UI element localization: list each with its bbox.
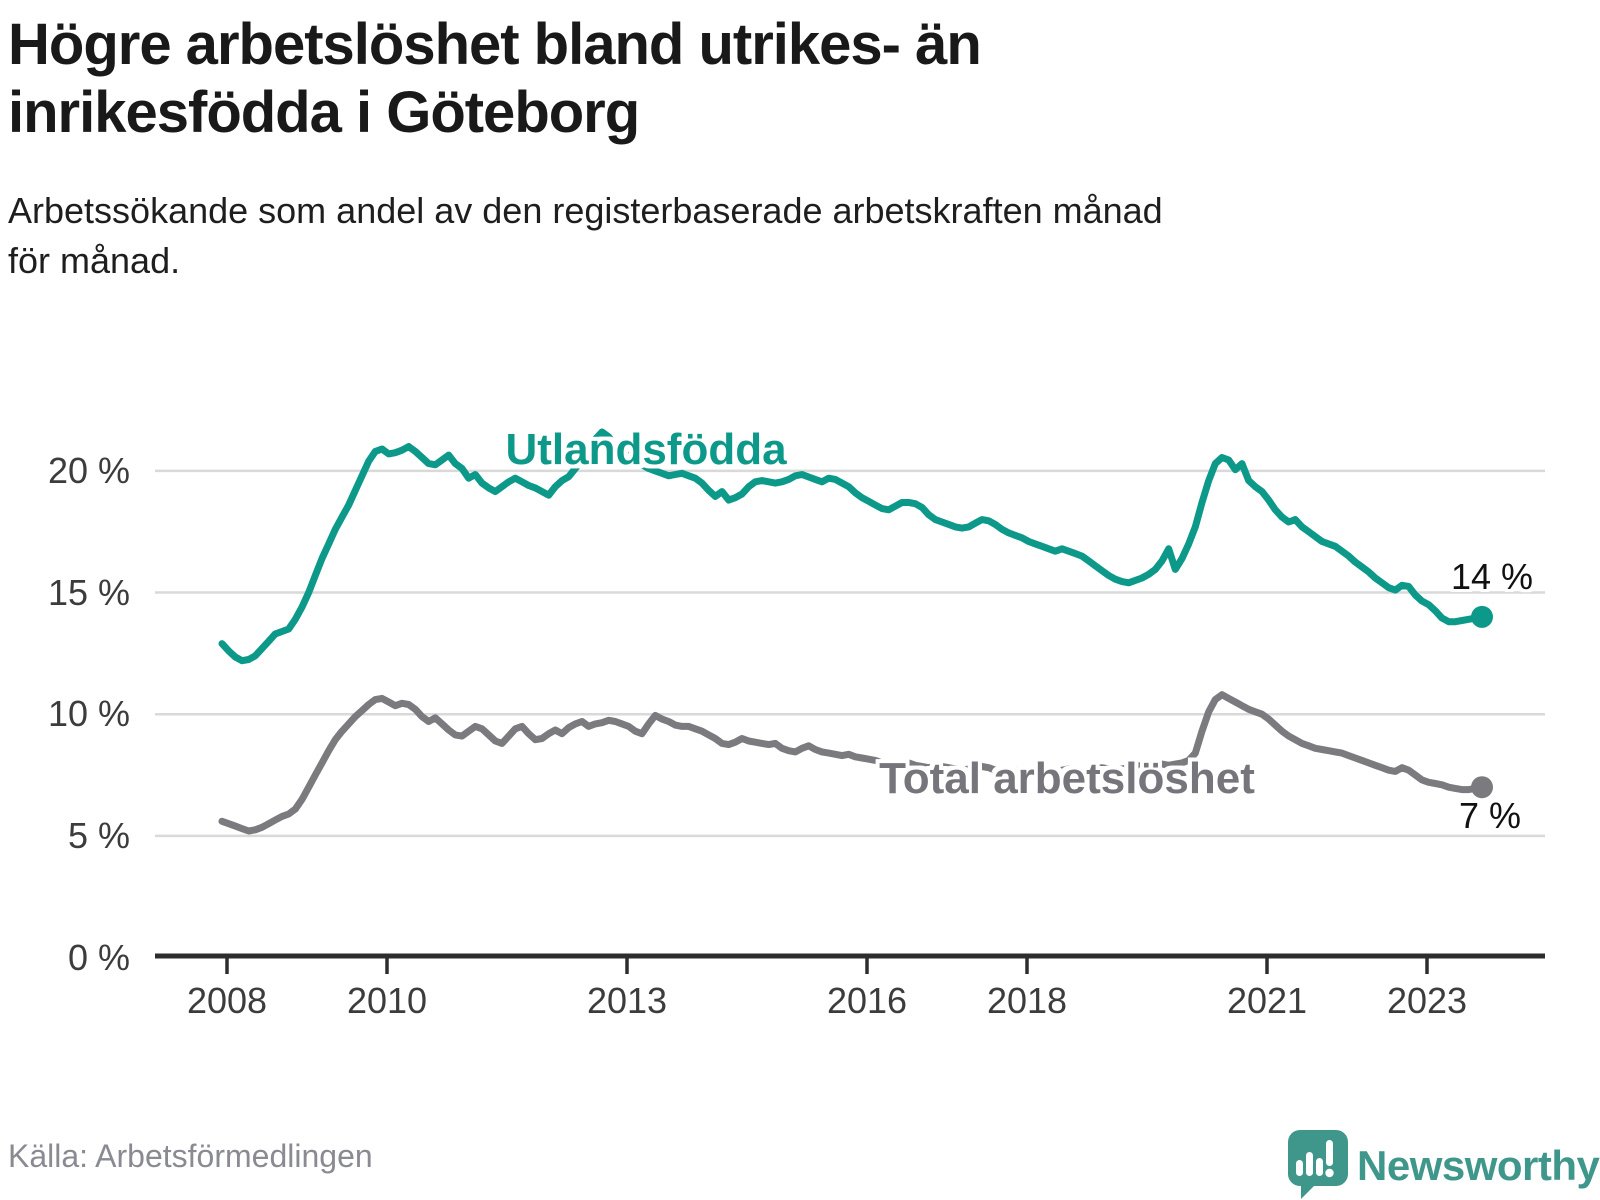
series-label-utlandsfodda: Utlandsfödda [505,425,787,474]
series-line-total-arbetsloshet [218,691,1486,835]
x-tick-label: 2016 [826,980,908,1021]
y-tick-label: 20 % [47,449,130,491]
y-tick-label: 10 % [47,693,130,735]
speech-bubble-bar-chart-icon [1288,1130,1348,1199]
page-title-line-1: Högre arbetslöshet bland utrikes- än [8,12,982,77]
newsworthy-logo-text: Newsworthy [1357,1142,1600,1189]
series-end-dot-utlandsfodda [1471,605,1493,628]
x-tick-label: 2013 [586,980,668,1021]
y-tick-label: 0 % [67,936,130,978]
chart-subtitle-line-1: Arbetssökande som andel av den registerb… [8,190,1163,231]
x-tick-label: 2021 [1226,980,1308,1021]
x-tick-label: 2010 [346,980,428,1021]
x-tick-label: 2008 [186,980,268,1021]
x-tick-label: 2023 [1386,980,1468,1021]
y-tick-label: 5 % [67,814,130,856]
end-value-label-total: 7 % [1458,795,1522,836]
source-attribution: Källa: Arbetsförmedlingen [8,1138,373,1174]
newsworthy-logo [1288,1130,1348,1199]
series-line-utlandsfodda [218,428,1486,665]
end-value-label-utlandsfodda: 14 % [1450,556,1534,597]
page-title-line-2: inrikesfödda i Göteborg [8,80,640,145]
chart-subtitle-line-2: för månad. [8,240,181,281]
x-tick-label: 2018 [986,980,1068,1021]
series-end-dot-total-arbetsloshet [1471,776,1493,799]
y-tick-label: 15 % [47,571,130,613]
series-label-total-arbetsloshet: Total arbetslöshet [879,754,1255,803]
